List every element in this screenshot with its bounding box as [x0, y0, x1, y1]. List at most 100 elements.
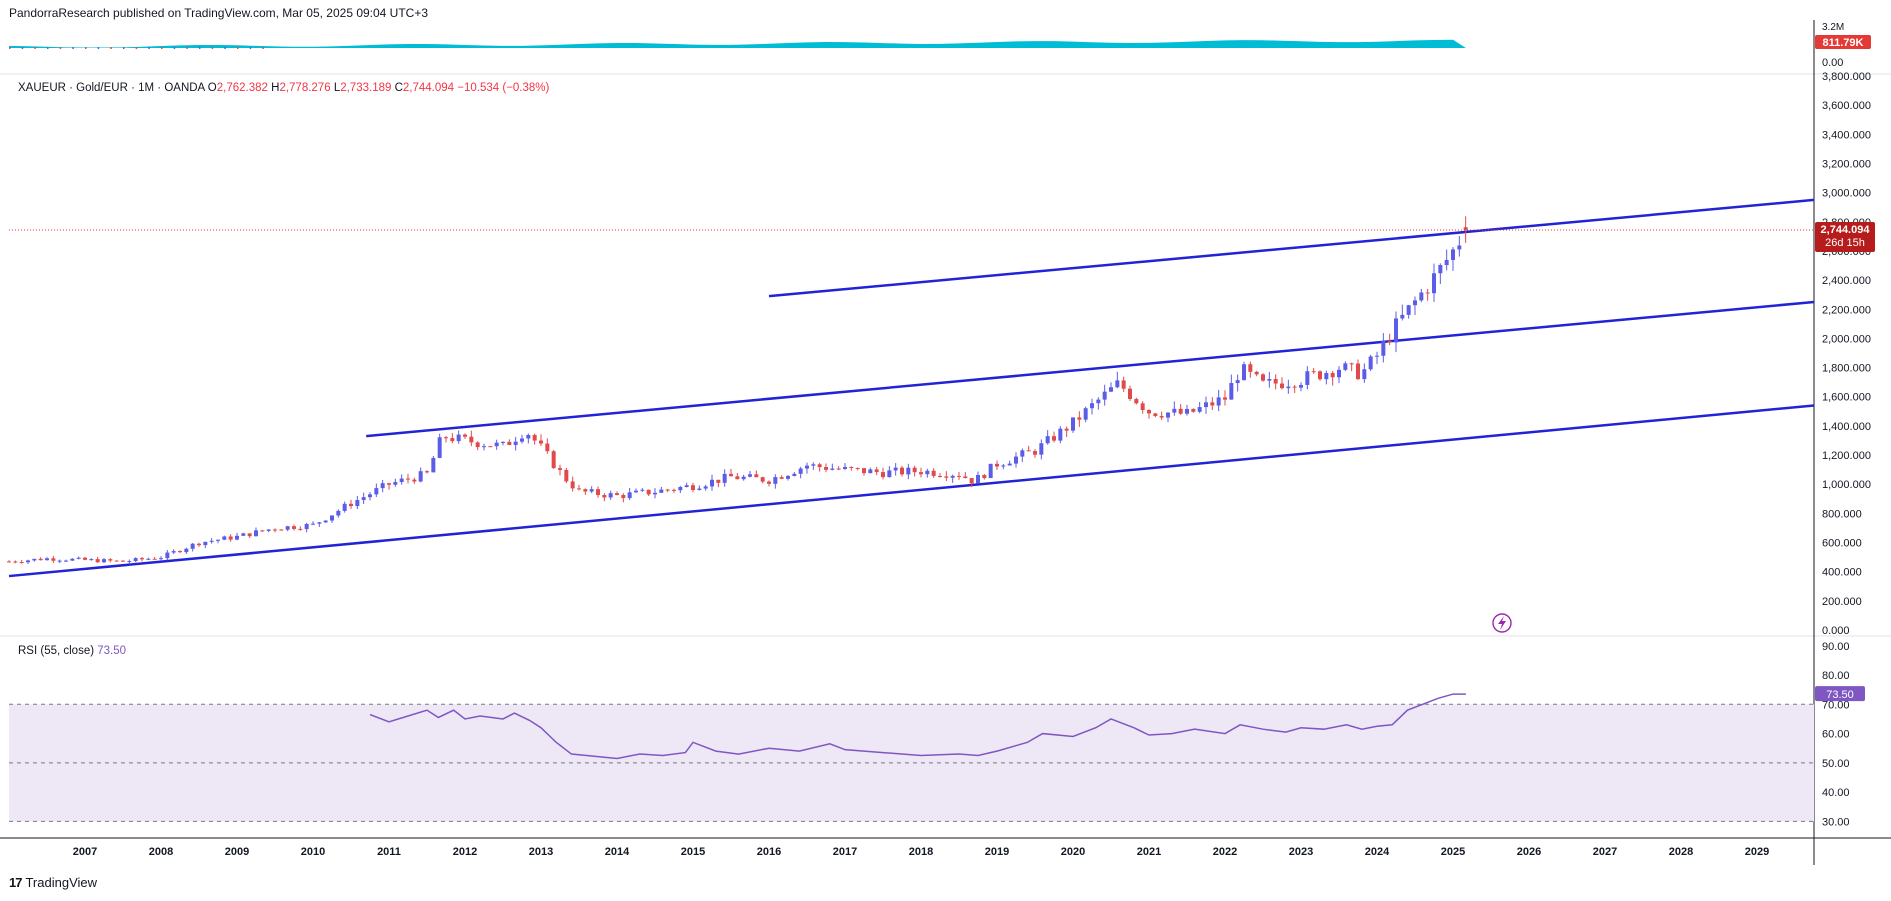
- candle-body: [108, 559, 113, 561]
- rsi-label[interactable]: RSI (55, close): [18, 645, 95, 657]
- candle-body: [1457, 245, 1462, 250]
- volume-bar: [262, 47, 264, 49]
- candle-body: [583, 489, 588, 492]
- rsi-legend: RSI (55, close) 73.50: [18, 645, 126, 657]
- candle-body: [1330, 373, 1335, 378]
- candle-body: [114, 560, 119, 562]
- candle-body: [76, 557, 81, 559]
- candle-body: [843, 466, 847, 469]
- candle-body: [887, 470, 892, 478]
- volume-bar: [123, 47, 125, 49]
- price-axis[interactable]: 0.000 200.000 400.000 600.000 800.000 1,000.0…: [1822, 71, 1871, 637]
- countdown-text: 26d 15h: [1825, 237, 1865, 249]
- candle-body: [558, 468, 562, 470]
- candle-body: [64, 560, 68, 562]
- candle-body: [1254, 371, 1259, 375]
- candle-body: [501, 441, 505, 443]
- time-tick-label: 2018: [909, 846, 933, 858]
- time-tick-label: 2013: [529, 846, 553, 858]
- candle-body: [672, 489, 676, 491]
- candle-body: [570, 481, 575, 489]
- candle-body: [507, 441, 512, 445]
- high-value: 2,778.276: [279, 82, 331, 94]
- candle-body: [1368, 356, 1373, 370]
- candle-body: [437, 437, 442, 458]
- candle-body: [615, 493, 619, 495]
- candle-body: [735, 476, 740, 480]
- candle-body: [564, 469, 569, 482]
- price-tick-label: 3,200.000: [1822, 158, 1871, 170]
- candle-body: [881, 472, 885, 478]
- candle-body: [779, 477, 784, 479]
- price-tick-label: 2,000.000: [1822, 333, 1871, 345]
- candle-body: [1083, 408, 1088, 420]
- candle-body: [95, 559, 100, 563]
- price-tick-label: 200.000: [1822, 596, 1862, 608]
- candle-body: [406, 478, 410, 480]
- candle-body: [995, 463, 999, 467]
- candle-body: [1216, 397, 1221, 406]
- candle-body: [1318, 371, 1322, 380]
- candle-body: [545, 443, 550, 452]
- candle-body: [1210, 402, 1215, 406]
- candle-body: [323, 520, 328, 523]
- candle-body: [1324, 373, 1329, 380]
- candle-body: [1273, 379, 1278, 384]
- candle-body: [1147, 410, 1151, 414]
- candle-body: [748, 474, 752, 477]
- candle-body: [938, 475, 942, 477]
- candle-body: [1134, 398, 1139, 404]
- volume-bar: [9, 47, 11, 49]
- volume-pane: 811.79K 3.2M 0.00: [9, 22, 1871, 69]
- candle-body: [1166, 412, 1170, 418]
- candle-body: [805, 465, 809, 469]
- candle-body: [330, 515, 334, 521]
- rsi-levels: [9, 703, 1814, 822]
- footer-brand[interactable]: 17 TradingView: [9, 875, 97, 890]
- candle-body: [1102, 391, 1107, 400]
- candle-body: [868, 469, 873, 474]
- candle-body: [425, 471, 429, 473]
- candle-body: [691, 485, 695, 490]
- rsi-band: [9, 704, 1814, 822]
- candle-body: [1387, 341, 1392, 343]
- candle-body: [13, 561, 18, 563]
- candle-body: [817, 464, 822, 468]
- volume-bar: [59, 47, 62, 49]
- candle-body: [526, 435, 531, 439]
- volume-badge-text: 811.79K: [1823, 37, 1864, 49]
- candle-body: [235, 535, 239, 540]
- symbol-name[interactable]: XAUEUR · Gold/EUR · 1M · OANDA: [18, 82, 205, 94]
- time-tick-label: 2014: [605, 846, 630, 858]
- time-tick-label: 2012: [453, 846, 477, 858]
- candle-body: [1204, 402, 1208, 408]
- candle-body: [950, 475, 955, 478]
- candle-body: [412, 479, 417, 482]
- candle-body: [57, 560, 62, 562]
- lightning-icon[interactable]: [1492, 613, 1512, 633]
- time-axis[interactable]: 2007 2008 2009 2010 2011 2012 2013 2014 2015 2016…: [73, 846, 1769, 858]
- rsi-badge-bg: [1815, 686, 1865, 702]
- trendlines[interactable]: [8, 198, 1815, 578]
- candle-body: [653, 492, 657, 495]
- candle-body: [551, 451, 556, 469]
- candle-body: [1121, 380, 1126, 389]
- candle-body: [862, 468, 866, 474]
- publisher-header: PandorraResearch published on TradingVie…: [9, 6, 429, 20]
- volume-zero-label: 0.00: [1822, 57, 1843, 69]
- candle-body: [1248, 364, 1253, 372]
- candle-body: [393, 482, 398, 485]
- candle-body: [1463, 227, 1468, 230]
- candle-body: [266, 529, 271, 531]
- candle-body: [855, 467, 860, 469]
- candle-body: [824, 467, 828, 470]
- rsi-badge: 73.50: [1815, 686, 1865, 702]
- candle-body: [311, 523, 315, 525]
- volume-bar: [148, 47, 150, 49]
- rsi-tick-label: 70.00: [1822, 699, 1850, 711]
- candle-body: [539, 440, 543, 444]
- candle-body: [1064, 428, 1069, 431]
- candle-body: [1140, 403, 1145, 411]
- candle-body: [1419, 292, 1424, 301]
